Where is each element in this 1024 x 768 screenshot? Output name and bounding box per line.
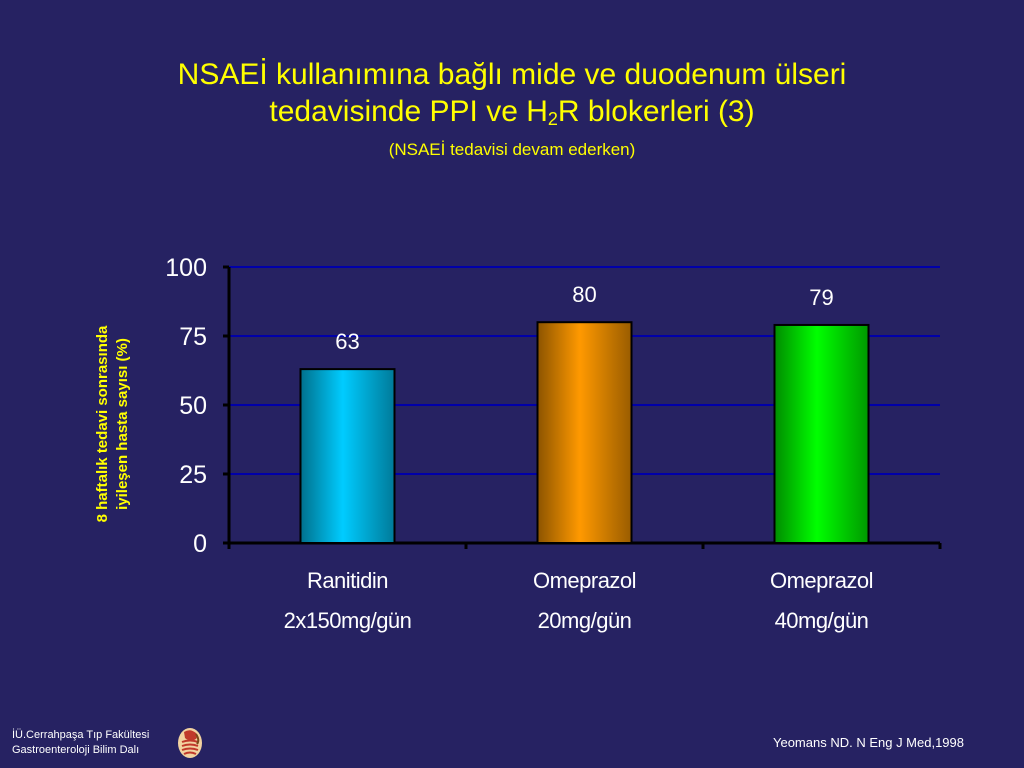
institution-line2: Gastroenteroloji Bilim Dalı [12, 744, 140, 756]
x-tick-label: Ranitidin [306, 568, 389, 593]
institution-footer: İÜ.Cerrahpaşa Tıp Fakültesi Gastroentero… [12, 728, 149, 758]
x-tick-label-dose: 40mg/gün [774, 608, 869, 633]
chart-title-line1: NSAEİ kullanımına bağlı mide ve duodenum… [177, 58, 847, 91]
bar [299, 368, 396, 544]
bar [536, 321, 633, 545]
data-label: 80 [572, 282, 596, 307]
y-tick-label: 50 [179, 392, 207, 420]
x-tick-label: Omeprazol [769, 568, 874, 593]
x-tick-label-dose: 2x150mg/gün [283, 608, 412, 633]
chart-title-line2: tedavisinde PPI ve H2R blokerleri (3) [0, 93, 1024, 138]
x-tick-label-dose: 20mg/gün [537, 608, 632, 633]
y-tick-label: 75 [179, 323, 207, 351]
title-part: R blokerleri (3) [557, 95, 755, 128]
y-tick-label: 25 [179, 461, 207, 489]
digestive-system-icon [178, 728, 202, 758]
title-subscript: 2 [547, 109, 558, 129]
y-tick-label: 0 [193, 530, 207, 558]
bar [773, 323, 870, 544]
title-part: tedavisinde PPI ve H [269, 95, 548, 128]
x-tick-label: Omeprazol [532, 568, 637, 593]
citation: Yeomans ND. N Eng J Med,1998 [772, 735, 964, 750]
data-label: 79 [809, 285, 833, 310]
y-tick-label: 100 [165, 254, 207, 282]
institution-line1: İÜ.Cerrahpaşa Tıp Fakültesi [12, 729, 150, 741]
chart-subtitle: (NSAEİ tedavisi devam ederken) [388, 140, 636, 159]
data-label: 63 [335, 329, 359, 354]
title-block: NSAEİ kullanımına bağlı mide ve duodenum… [0, 56, 1024, 162]
